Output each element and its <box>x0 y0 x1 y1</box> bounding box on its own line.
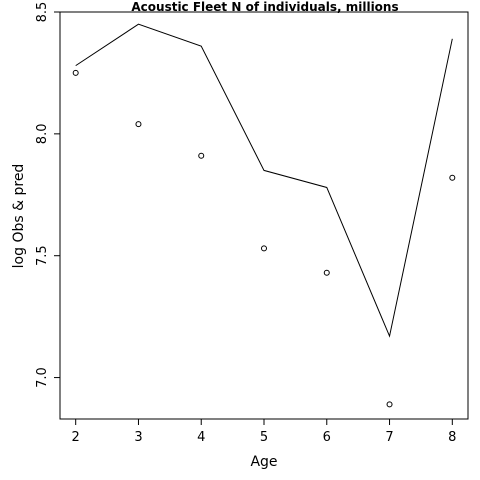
x-axis-label: Age <box>250 454 277 470</box>
y-tick-label: 7.0 <box>35 367 50 388</box>
x-axis: 2 3 4 5 6 7 8 <box>72 419 456 445</box>
chart-title: Acoustic Fleet N of individuals, million… <box>131 0 398 14</box>
y-axis: 7.0 7.5 8.0 8.5 <box>35 2 60 388</box>
x-tick-label: 8 <box>448 430 456 445</box>
y-tick-label: 7.5 <box>35 245 50 266</box>
observed-point <box>72 69 79 76</box>
observed-point <box>449 174 456 181</box>
plot-frame <box>59 11 469 420</box>
y-axis-label: log Obs & pred <box>11 164 27 269</box>
x-tick-label: 5 <box>260 430 268 445</box>
y-tick-label: 8.0 <box>35 124 50 145</box>
observed-point <box>198 152 205 159</box>
x-tick-label: 3 <box>134 430 142 445</box>
x-tick-label: 7 <box>385 430 393 445</box>
predicted-line <box>75 23 453 338</box>
x-tick-label: 6 <box>323 430 331 445</box>
observed-point <box>386 401 393 408</box>
observed-point <box>323 269 330 276</box>
y-tick-label: 8.5 <box>35 2 50 23</box>
x-tick-label: 2 <box>72 430 80 445</box>
observed-point <box>261 245 267 252</box>
series-layer <box>72 23 456 408</box>
x-tick-label: 4 <box>197 430 205 445</box>
observed-point <box>135 121 142 128</box>
